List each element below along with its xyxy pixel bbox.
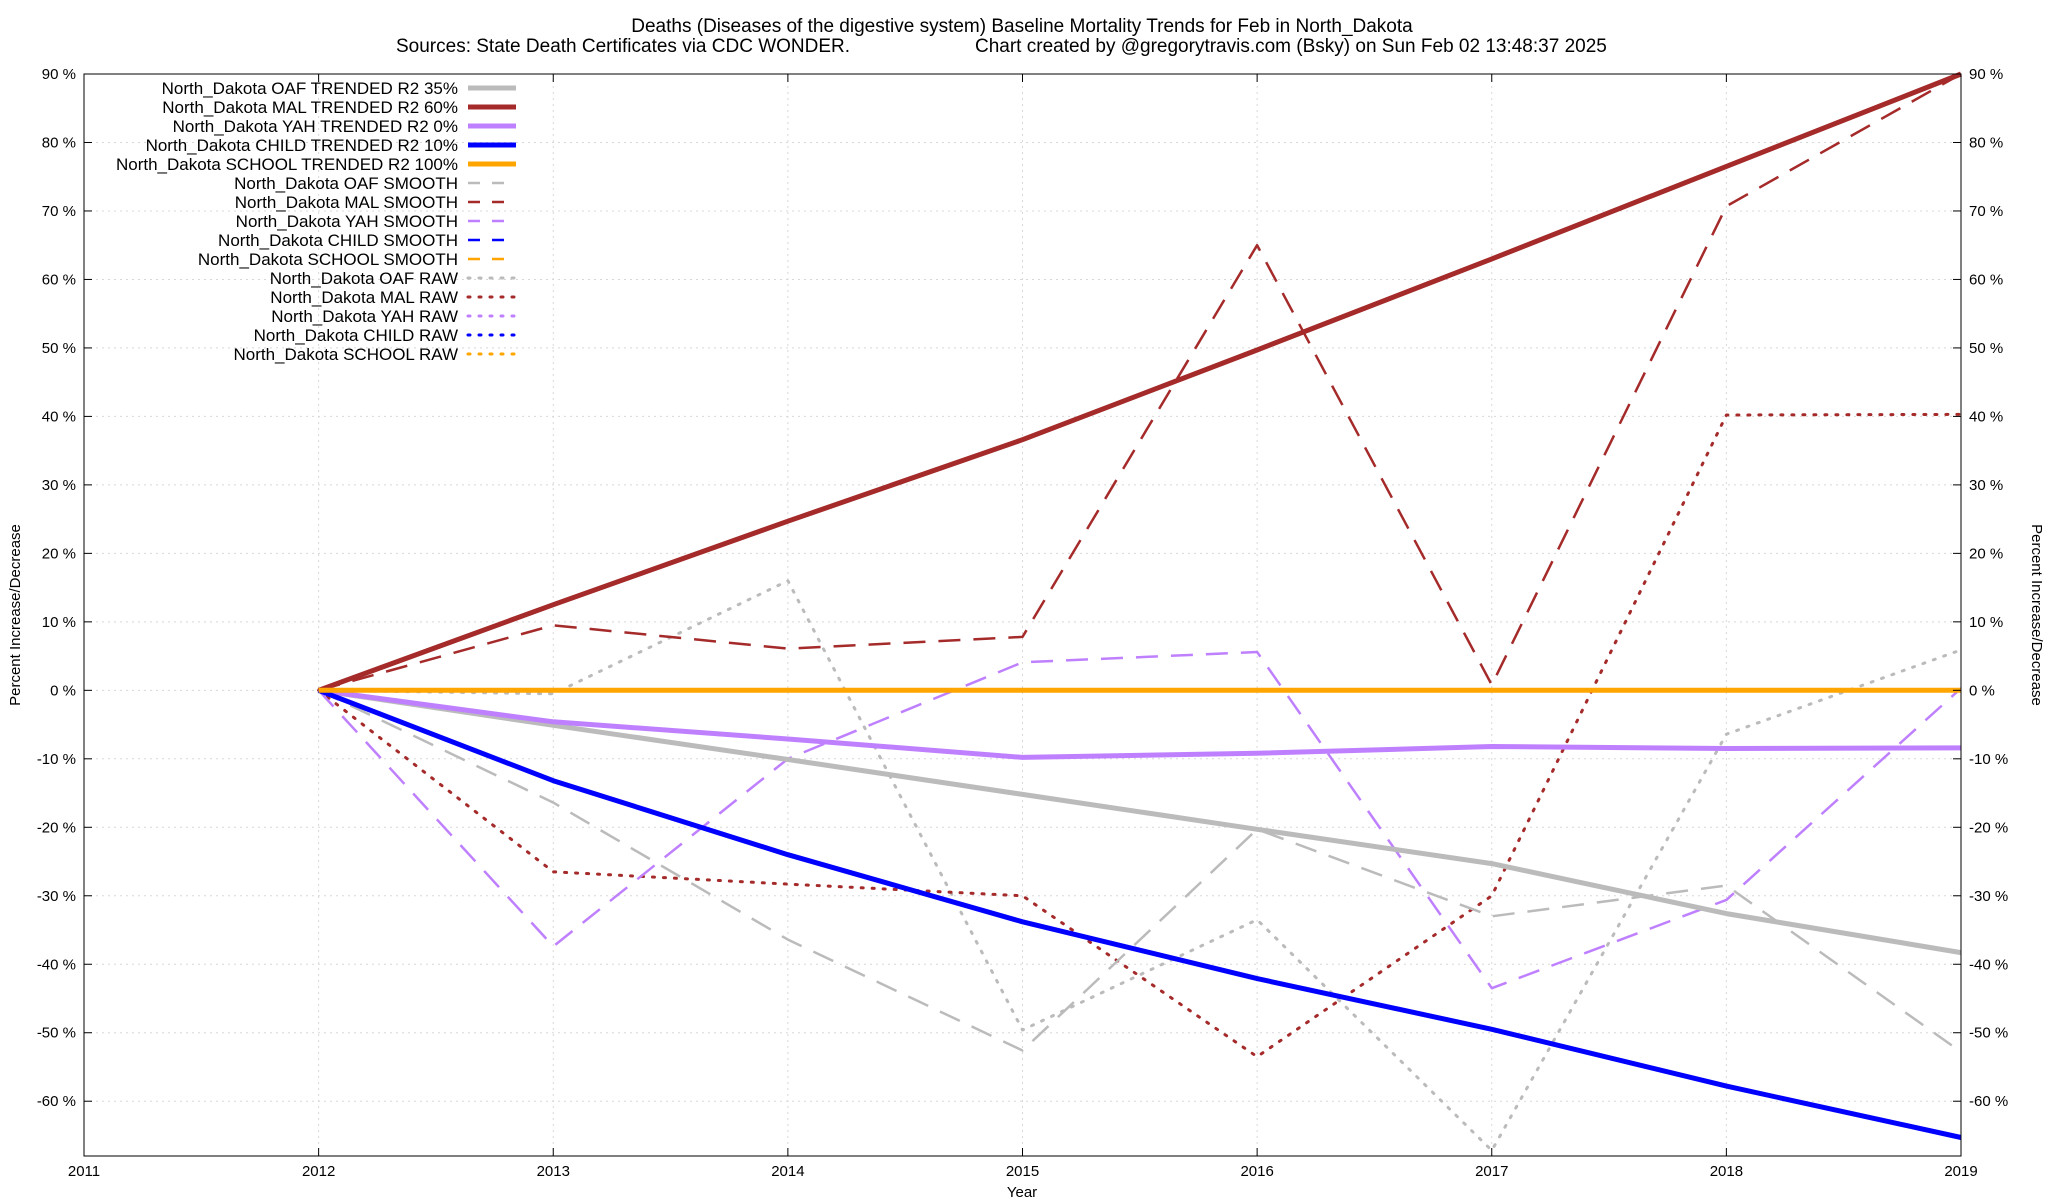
legend-label-mal-raw: North_Dakota MAL RAW — [270, 288, 458, 307]
y-tick-label-right: 30 % — [1969, 477, 2003, 494]
y-tick-label-left: 40 % — [42, 408, 76, 425]
x-tick-label: 2013 — [537, 1163, 570, 1180]
y-tick-label-left: -50 % — [37, 1025, 76, 1042]
y-tick-label-right: -50 % — [1969, 1025, 2008, 1042]
y-tick-label-left: 50 % — [42, 340, 76, 357]
x-tick-label: 2019 — [1944, 1163, 1977, 1180]
y-tick-label-left: -30 % — [37, 888, 76, 905]
x-axis-label: Year — [1007, 1184, 1037, 1200]
legend-label-yah-raw: North_Dakota YAH RAW — [271, 307, 458, 326]
legend-label-child-trend: North_Dakota CHILD TRENDED R2 10% — [146, 136, 458, 155]
y-tick-label-right: -30 % — [1969, 888, 2008, 905]
legend-label-yah-smooth: North_Dakota YAH SMOOTH — [236, 212, 458, 231]
series-line-oaf-smooth — [318, 689, 1962, 1053]
x-tick-label: 2012 — [302, 1163, 335, 1180]
x-tick-label: 2015 — [1006, 1163, 1039, 1180]
y-tick-label-right: -20 % — [1969, 819, 2008, 836]
y-tick-label-left: 60 % — [42, 271, 76, 288]
y-tick-label-left: 20 % — [42, 545, 76, 562]
series-layer — [317, 71, 1963, 1152]
tick-layer: 90 % 90 % 80 % 80 % 70 % 70 % 60 % 60 % 50 % 50 %… — [37, 66, 2008, 1180]
y-tick-label-left: 80 % — [42, 134, 76, 151]
legend-label-child-smooth: North_Dakota CHILD SMOOTH — [218, 231, 458, 250]
y-tick-label-right: 70 % — [1969, 203, 2003, 220]
legend-label-child-raw: North_Dakota CHILD RAW — [254, 326, 458, 345]
y-tick-label-right: 90 % — [1969, 66, 2003, 83]
y-tick-label-right: 50 % — [1969, 340, 2003, 357]
legend-label-oaf-smooth: North_Dakota OAF SMOOTH — [234, 174, 458, 193]
legend-layer: North_Dakota OAF TRENDED R2 35%North_Dak… — [116, 79, 518, 364]
y-tick-label-left: 10 % — [42, 614, 76, 631]
legend-label-mal-smooth: North_Dakota MAL SMOOTH — [235, 193, 458, 212]
series-line-yah-trend — [318, 687, 1962, 760]
y-tick-label-left: 30 % — [42, 477, 76, 494]
y-tick-label-left: 0 % — [50, 682, 76, 699]
legend-label-mal-trend: North_Dakota MAL TRENDED R2 60% — [162, 98, 458, 117]
legend-label-school-trend: North_Dakota SCHOOL TRENDED R2 100% — [116, 155, 458, 174]
series-line-child-trend — [317, 687, 1962, 1140]
y-tick-label-left: 70 % — [42, 203, 76, 220]
y-tick-label-right: 40 % — [1969, 408, 2003, 425]
legend-label-oaf-trend: North_Dakota OAF TRENDED R2 35% — [162, 79, 458, 98]
y-tick-label-left: -20 % — [37, 819, 76, 836]
x-tick-label: 2011 — [68, 1163, 100, 1180]
y-axis-label-right: Percent Increase/Decrease — [2028, 524, 2045, 706]
y-tick-label-right: -10 % — [1969, 751, 2008, 768]
x-tick-label: 2018 — [1710, 1163, 1743, 1180]
chart-credit-note: Chart created by @gregorytravis.com (Bsk… — [975, 36, 1607, 57]
legend-label-school-smooth: North_Dakota SCHOOL SMOOTH — [198, 250, 458, 269]
y-tick-label-right: 80 % — [1969, 134, 2003, 151]
legend-label-yah-trend: North_Dakota YAH TRENDED R2 0% — [173, 117, 458, 136]
x-tick-label: 2017 — [1475, 1163, 1508, 1180]
chart-source-note: Sources: State Death Certificates via CD… — [396, 36, 850, 57]
x-tick-label: 2016 — [1240, 1163, 1273, 1180]
series-line-oaf-raw — [317, 579, 1963, 1152]
series-line-mal-raw — [317, 412, 1963, 1059]
y-tick-label-left: -40 % — [37, 956, 76, 973]
y-tick-label-right: 0 % — [1969, 682, 1995, 699]
y-tick-label-left: -60 % — [37, 1093, 76, 1110]
x-tick-label: 2014 — [771, 1163, 804, 1180]
series-line-mal-smooth — [318, 72, 1962, 692]
series-line-mal-trend — [317, 71, 1962, 693]
series-line-yah-smooth — [317, 650, 1962, 990]
y-tick-label-left: 90 % — [42, 66, 76, 83]
legend-label-school-raw: North_Dakota SCHOOL RAW — [233, 345, 458, 364]
y-tick-label-left: -10 % — [37, 751, 76, 768]
y-tick-label-right: -60 % — [1969, 1093, 2008, 1110]
y-tick-label-right: -40 % — [1969, 956, 2008, 973]
y-axis-label-left: Percent Increase/Decrease — [7, 524, 24, 706]
legend-label-oaf-raw: North_Dakota OAF RAW — [270, 269, 458, 288]
series-line-oaf-trend — [318, 687, 1962, 956]
y-tick-label-right: 10 % — [1969, 614, 2003, 631]
y-tick-label-right: 20 % — [1969, 545, 2003, 562]
chart-title: Deaths (Diseases of the digestive system… — [631, 16, 1413, 37]
y-tick-label-right: 60 % — [1969, 271, 2003, 288]
